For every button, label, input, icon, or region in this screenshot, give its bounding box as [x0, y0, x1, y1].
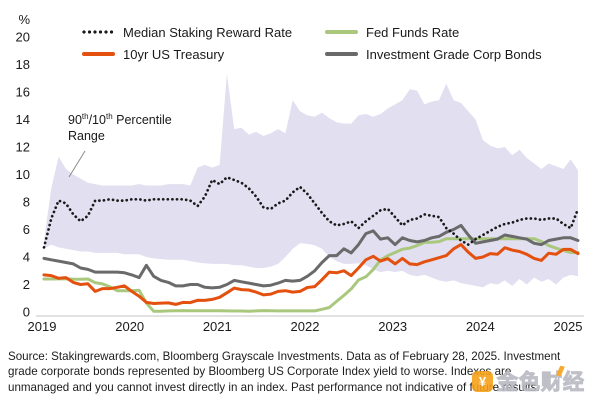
annotation-pointer-line	[68, 150, 86, 178]
orange-line-swatch-icon	[82, 52, 115, 56]
y-tick-label: 16	[16, 85, 30, 100]
legend-label-median-staking: Median Staking Reward Rate	[123, 24, 293, 40]
dotted-line-swatch-icon	[82, 30, 115, 34]
legend-item-median-staking: Median Staking Reward Rate	[82, 21, 292, 43]
y-axis-unit-label: %	[18, 12, 30, 27]
watermark-text: 金色财经	[497, 371, 585, 395]
series-line-10yr-us-treasury	[42, 243, 580, 306]
legend-label-10yr-treasury: 10yr US Treasury	[123, 46, 225, 62]
legend-column-right: Fed Funds Rate Investment Grade Corp Bon…	[325, 21, 542, 65]
y-tick-label: 0	[23, 305, 30, 320]
x-tick-label: 2019	[28, 319, 57, 334]
legend-column-left: Median Staking Reward Rate 10yr US Treas…	[82, 21, 292, 65]
legend-label-fed-funds: Fed Funds Rate	[366, 24, 460, 40]
jinse-logo-icon: ¥	[472, 370, 493, 392]
x-tick-label: 2025	[554, 319, 583, 334]
x-tick-label: 2022	[291, 319, 320, 334]
source-note-line1: Source: Stakingrewards.com, Bloomberg Gr…	[8, 350, 561, 363]
y-tick-label: 4	[23, 250, 30, 265]
watermark: ¥ 金色财经	[472, 365, 585, 396]
y-tick-label: 12	[16, 140, 30, 155]
source-note-line3: unmanaged and you cannot invest directly…	[8, 380, 540, 394]
y-tick-label: 8	[23, 195, 30, 210]
series-line-investment-grade-corp-bonds	[42, 223, 580, 290]
y-tick-label: 18	[16, 57, 30, 72]
x-tick-label: 2020	[115, 319, 144, 334]
source-note-line2: grade corporate bonds represented by Blo…	[8, 365, 512, 379]
source-note: Source: Stakingrewards.com, Bloomberg Gr…	[8, 349, 560, 395]
gray-line-swatch-icon	[325, 52, 358, 56]
legend-item-10yr-treasury: 10yr US Treasury	[82, 43, 292, 65]
legend-label-ig-corp-bonds: Investment Grade Corp Bonds	[366, 46, 542, 62]
percentile-annotation-line1: 90th/10th Percentile	[68, 112, 172, 128]
legend-item-fed-funds: Fed Funds Rate	[325, 21, 542, 43]
x-tick-label: 2023	[378, 319, 407, 334]
y-tick-label: 20	[16, 30, 30, 45]
y-tick-label: 10	[16, 167, 30, 182]
x-tick-label: 2024	[466, 319, 495, 334]
green-line-swatch-icon	[325, 30, 358, 34]
x-tick-label: 2021	[203, 319, 232, 334]
y-tick-label: 2	[23, 277, 30, 292]
percentile-annotation: 90th/10th Percentile Range	[68, 112, 172, 145]
y-tick-label: 6	[23, 222, 30, 237]
legend-item-ig-corp-bonds: Investment Grade Corp Bonds	[325, 43, 542, 65]
percentile-annotation-line2: Range	[68, 129, 105, 144]
y-tick-label: 14	[16, 112, 30, 127]
series-line-median-staking-reward-rate	[42, 175, 580, 249]
